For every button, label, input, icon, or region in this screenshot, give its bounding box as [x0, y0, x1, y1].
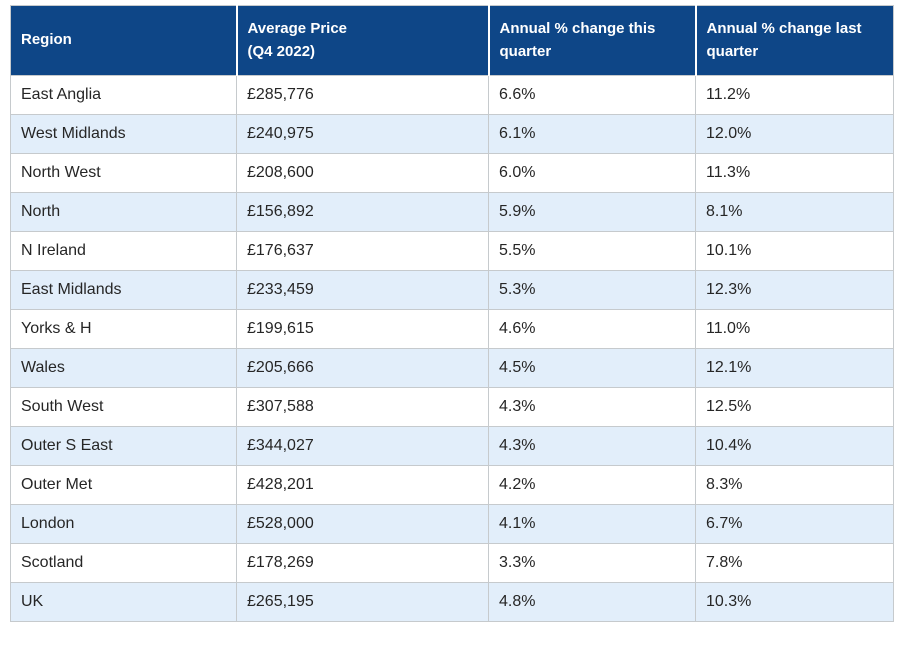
change-last-quarter-cell: 7.8% [695, 543, 894, 583]
region-cell: West Midlands [10, 114, 237, 154]
table-row: Wales £205,666 4.5% 12.1% [10, 348, 894, 388]
table-row: London £528,000 4.1% 6.7% [10, 504, 894, 544]
change-this-quarter-cell: 4.5% [488, 348, 696, 388]
avg-price-cell: £205,666 [236, 348, 489, 388]
change-last-quarter-cell: 10.4% [695, 426, 894, 466]
change-this-quarter-cell: 5.3% [488, 270, 696, 310]
header-row: Region Average Price (Q4 2022) Annual % … [10, 5, 894, 76]
change-last-quarter-cell: 10.3% [695, 582, 894, 622]
table-row: Scotland £178,269 3.3% 7.8% [10, 543, 894, 583]
avg-price-cell: £178,269 [236, 543, 489, 583]
table-row: UK £265,195 4.8% 10.3% [10, 582, 894, 622]
change-this-quarter-cell: 4.3% [488, 387, 696, 427]
change-this-quarter-cell: 6.1% [488, 114, 696, 154]
avg-price-cell: £199,615 [236, 309, 489, 349]
region-cell: East Anglia [10, 75, 237, 115]
change-last-quarter-cell: 12.1% [695, 348, 894, 388]
region-cell: North [10, 192, 237, 232]
change-this-quarter-cell: 4.2% [488, 465, 696, 505]
region-cell: Outer Met [10, 465, 237, 505]
avg-price-cell: £307,588 [236, 387, 489, 427]
table-row: North West £208,600 6.0% 11.3% [10, 153, 894, 193]
region-cell: South West [10, 387, 237, 427]
avg-price-cell: £176,637 [236, 231, 489, 271]
table-row: South West £307,588 4.3% 12.5% [10, 387, 894, 427]
avg-price-cell: £240,975 [236, 114, 489, 154]
col-header-region: Region [10, 5, 237, 76]
table-row: East Anglia £285,776 6.6% 11.2% [10, 75, 894, 115]
change-last-quarter-cell: 11.2% [695, 75, 894, 115]
col-header-change-this-quarter: Annual % change this quarter [487, 5, 696, 76]
avg-price-cell: £344,027 [236, 426, 489, 466]
avg-price-cell: £233,459 [236, 270, 489, 310]
avg-price-cell: £528,000 [236, 504, 489, 544]
col-header-average-price: Average Price (Q4 2022) [235, 5, 489, 76]
avg-price-cell: £208,600 [236, 153, 489, 193]
change-last-quarter-cell: 11.3% [695, 153, 894, 193]
avg-price-cell: £156,892 [236, 192, 489, 232]
avg-price-cell: £428,201 [236, 465, 489, 505]
change-last-quarter-cell: 6.7% [695, 504, 894, 544]
change-last-quarter-cell: 12.0% [695, 114, 894, 154]
avg-price-cell: £265,195 [236, 582, 489, 622]
change-this-quarter-cell: 4.8% [488, 582, 696, 622]
region-cell: Yorks & H [10, 309, 237, 349]
table-row: N Ireland £176,637 5.5% 10.1% [10, 231, 894, 271]
avg-price-cell: £285,776 [236, 75, 489, 115]
region-cell: North West [10, 153, 237, 193]
change-this-quarter-cell: 3.3% [488, 543, 696, 583]
region-cell: Scotland [10, 543, 237, 583]
change-last-quarter-cell: 8.3% [695, 465, 894, 505]
change-this-quarter-cell: 6.0% [488, 153, 696, 193]
region-cell: UK [10, 582, 237, 622]
change-last-quarter-cell: 12.5% [695, 387, 894, 427]
table-row: Outer S East £344,027 4.3% 10.4% [10, 426, 894, 466]
change-last-quarter-cell: 11.0% [695, 309, 894, 349]
change-last-quarter-cell: 8.1% [695, 192, 894, 232]
change-this-quarter-cell: 6.6% [488, 75, 696, 115]
change-this-quarter-cell: 4.6% [488, 309, 696, 349]
change-this-quarter-cell: 5.9% [488, 192, 696, 232]
region-cell: Outer S East [10, 426, 237, 466]
change-this-quarter-cell: 4.1% [488, 504, 696, 544]
regional-house-price-table: Region Average Price (Q4 2022) Annual % … [10, 5, 894, 622]
table-row: North £156,892 5.9% 8.1% [10, 192, 894, 232]
region-cell: N Ireland [10, 231, 237, 271]
change-this-quarter-cell: 5.5% [488, 231, 696, 271]
col-header-change-last-quarter: Annual % change last quarter [694, 5, 894, 76]
table-row: Outer Met £428,201 4.2% 8.3% [10, 465, 894, 505]
change-this-quarter-cell: 4.3% [488, 426, 696, 466]
table-row: West Midlands £240,975 6.1% 12.0% [10, 114, 894, 154]
region-cell: Wales [10, 348, 237, 388]
region-cell: East Midlands [10, 270, 237, 310]
change-last-quarter-cell: 10.1% [695, 231, 894, 271]
region-cell: London [10, 504, 237, 544]
change-last-quarter-cell: 12.3% [695, 270, 894, 310]
table-row: Yorks & H £199,615 4.6% 11.0% [10, 309, 894, 349]
table-row: East Midlands £233,459 5.3% 12.3% [10, 270, 894, 310]
